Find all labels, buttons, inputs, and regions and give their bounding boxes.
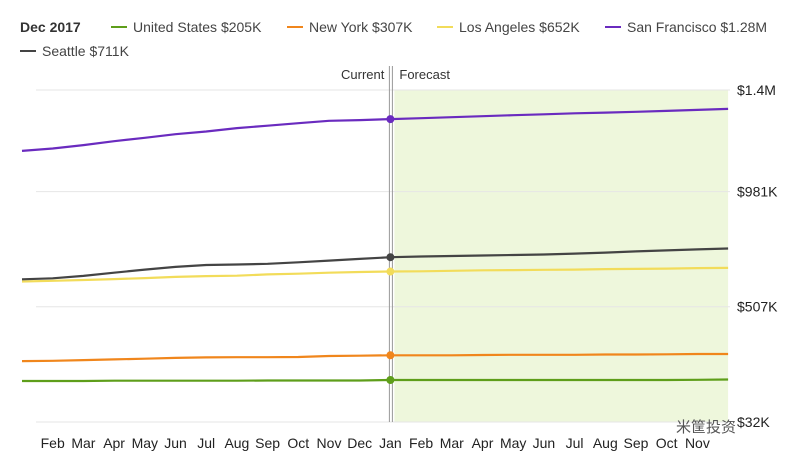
x-tick-label: Aug bbox=[224, 435, 249, 451]
legend-item: United States $205K bbox=[133, 19, 262, 35]
forecast-label: Forecast bbox=[399, 67, 450, 82]
y-tick-label: $32K bbox=[737, 414, 770, 430]
series-line-seattle bbox=[21, 247, 729, 281]
y-tick-label: $1.4M bbox=[737, 82, 776, 98]
current-label: Current bbox=[341, 67, 385, 82]
x-tick-label: Feb bbox=[409, 435, 433, 451]
x-tick-label: Jul bbox=[197, 435, 215, 451]
current-point bbox=[386, 376, 395, 385]
y-tick-label: $507K bbox=[737, 299, 778, 315]
grid bbox=[36, 89, 730, 423]
x-tick-label: Mar bbox=[71, 435, 95, 451]
series-line-san-francisco bbox=[21, 107, 729, 152]
x-tick-label: Apr bbox=[472, 435, 494, 451]
x-tick-label: Sep bbox=[624, 435, 649, 451]
x-tick-label: Oct bbox=[656, 435, 678, 451]
current-point bbox=[386, 267, 395, 276]
y-tick-label: $981K bbox=[737, 184, 778, 200]
x-axis-ticks: Feb Mar Apr May Jun Jul Aug Sep Oct Nov Dec Jan Feb M… bbox=[41, 435, 710, 451]
y-axis-ticks: $1.4M $981K $507K $32K bbox=[737, 82, 778, 430]
series-group bbox=[21, 107, 729, 385]
x-tick-label: May bbox=[500, 435, 526, 451]
current-point bbox=[386, 253, 395, 262]
x-tick-label: Nov bbox=[317, 435, 342, 451]
legend-item: San Francisco $1.28M bbox=[627, 19, 767, 35]
watermark: 米筐投资 bbox=[676, 419, 736, 436]
x-tick-label: Sep bbox=[255, 435, 280, 451]
current-point bbox=[386, 115, 395, 124]
series-line-los-angeles bbox=[21, 266, 729, 283]
x-tick-label: Jan bbox=[379, 435, 402, 451]
x-tick-label: Aug bbox=[593, 435, 618, 451]
x-tick-label: Jun bbox=[533, 435, 556, 451]
legend-item: Los Angeles $652K bbox=[459, 19, 580, 35]
x-tick-label: Nov bbox=[685, 435, 710, 451]
x-tick-label: May bbox=[132, 435, 158, 451]
x-tick-label: Jun bbox=[164, 435, 187, 451]
chart-title: Dec 2017 bbox=[20, 19, 81, 35]
legend-item: New York $307K bbox=[309, 19, 413, 35]
current-divider bbox=[388, 66, 393, 422]
x-tick-label: Mar bbox=[440, 435, 464, 451]
current-point bbox=[386, 351, 395, 360]
legend-item: Seattle $711K bbox=[42, 43, 130, 59]
x-tick-label: Dec bbox=[347, 435, 372, 451]
legend: Dec 2017 United States $205K New York $30… bbox=[20, 19, 767, 59]
series-line-new-york bbox=[21, 352, 729, 363]
x-tick-label: Jul bbox=[566, 435, 584, 451]
series-line-united-states bbox=[22, 378, 729, 383]
x-tick-label: Feb bbox=[41, 435, 65, 451]
x-tick-label: Oct bbox=[287, 435, 309, 451]
x-tick-label: Apr bbox=[103, 435, 125, 451]
